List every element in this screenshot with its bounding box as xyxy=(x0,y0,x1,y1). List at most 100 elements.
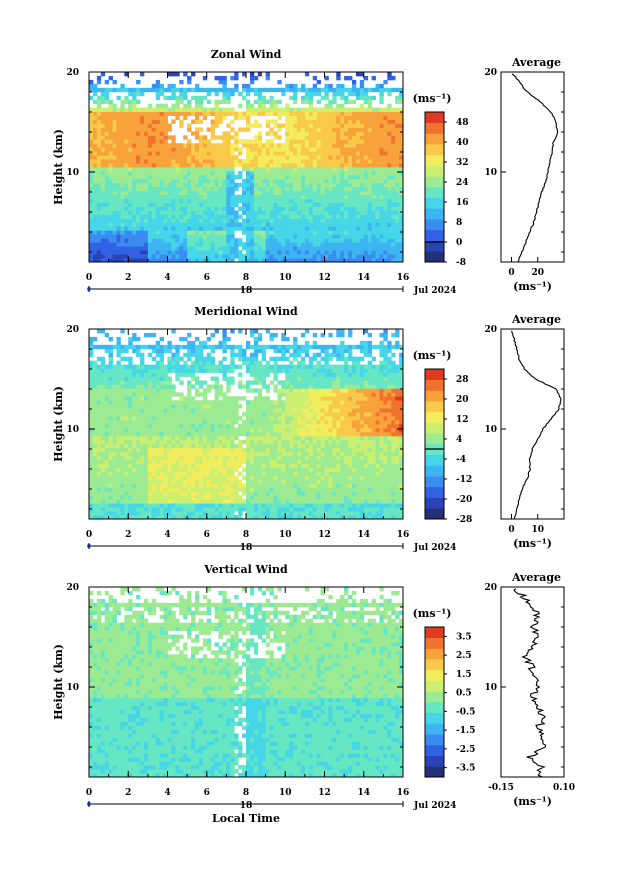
heatmap-cell xyxy=(136,155,141,160)
heatmap-cell xyxy=(132,194,137,200)
heatmap-cell xyxy=(206,99,212,105)
heatmap-cell xyxy=(253,143,259,148)
heatmap-cell xyxy=(171,143,176,148)
heatmap-cell xyxy=(261,258,267,263)
heatmap-cell xyxy=(136,455,141,461)
heatmap-cell xyxy=(183,416,188,421)
heatmap-cell xyxy=(379,230,384,235)
heatmap-cell xyxy=(159,258,164,263)
heatmap-cell xyxy=(375,210,380,215)
heatmap-cell xyxy=(89,238,94,243)
heatmap-cell xyxy=(379,246,384,251)
heatmap-cell xyxy=(183,202,188,207)
heatmap-cell xyxy=(367,194,372,200)
heatmap-cell xyxy=(112,431,117,437)
heatmap-cell xyxy=(167,167,172,172)
heatmap-cell xyxy=(89,475,94,480)
heatmap-cell xyxy=(140,372,145,377)
heatmap-cell xyxy=(108,451,113,457)
heatmap-cell xyxy=(202,344,208,350)
heatmap-cell xyxy=(128,439,133,445)
heatmap-cell xyxy=(265,238,270,243)
heatmap-cells xyxy=(89,72,404,263)
heatmap-cell xyxy=(202,139,208,144)
heatmap-cell xyxy=(155,167,161,172)
heatmap-cell xyxy=(194,479,200,484)
heatmap-cell xyxy=(293,159,298,164)
heatmap-cell xyxy=(340,95,345,101)
heatmap-cell xyxy=(159,159,164,164)
heatmap-cell xyxy=(253,135,259,140)
heatmap-cell xyxy=(92,507,98,512)
heatmap-cell xyxy=(246,238,251,243)
heatmap-cell xyxy=(206,427,212,433)
heatmap-cell xyxy=(222,344,227,350)
heatmap-cell xyxy=(277,159,282,164)
heatmap-cell xyxy=(253,167,259,172)
heatmap-cell xyxy=(167,467,172,472)
heatmap-cell xyxy=(387,103,392,109)
heatmap-cell xyxy=(355,246,361,251)
heatmap-cell xyxy=(242,258,247,263)
heatmap-cell xyxy=(214,87,219,93)
heatmap-cell xyxy=(226,230,231,235)
heatmap-cell xyxy=(293,115,298,120)
heatmap-cell xyxy=(289,115,294,120)
heatmap-cell xyxy=(167,503,172,508)
heatmap-cell xyxy=(147,242,153,247)
heatmap-cell xyxy=(277,254,282,259)
heatmap-cell xyxy=(257,238,263,243)
heatmap-cell xyxy=(363,91,369,97)
heatmap-cell xyxy=(300,155,306,160)
heatmap-cell xyxy=(297,131,302,136)
heatmap-cell xyxy=(355,218,361,223)
heatmap-cell xyxy=(191,408,196,413)
heatmap-cell xyxy=(206,258,212,263)
heatmap-cell xyxy=(234,475,239,480)
heatmap-cell xyxy=(100,459,106,464)
heatmap-cell xyxy=(320,87,325,93)
heatmap-cell xyxy=(359,139,365,144)
heatmap-cell xyxy=(108,479,113,484)
heatmap-cell xyxy=(399,202,404,207)
heatmap-cell xyxy=(230,431,235,437)
heatmap-cell xyxy=(112,151,117,156)
heatmap-cell xyxy=(230,174,235,180)
heatmap-cell xyxy=(277,226,282,231)
heatmap-cell xyxy=(234,467,239,472)
heatmap-cell xyxy=(194,202,200,207)
heatmap-cell xyxy=(367,107,372,112)
heatmap-cell xyxy=(143,487,149,492)
heatmap-cell xyxy=(261,190,267,196)
heatmap-cell xyxy=(218,119,223,124)
heatmap-cell xyxy=(132,487,137,492)
heatmap-cell xyxy=(395,99,400,105)
heatmap-cell xyxy=(120,356,125,362)
heatmap-cell xyxy=(206,479,212,484)
heatmap-cell xyxy=(136,163,141,168)
heatmap-cell xyxy=(112,507,117,512)
heatmap-cell xyxy=(89,420,94,425)
heatmap-cell xyxy=(297,174,302,180)
heatmap-cell xyxy=(351,182,357,188)
heatmap-cell xyxy=(383,234,388,239)
heatmap-cell xyxy=(226,412,231,417)
heatmap-cell xyxy=(202,147,208,152)
heatmap-cell xyxy=(143,135,149,140)
heatmap-cell xyxy=(151,234,157,239)
heatmap-cell xyxy=(304,186,310,192)
heatmap-cell xyxy=(175,198,180,204)
heatmap-cell xyxy=(253,139,259,144)
heatmap-cell xyxy=(155,443,161,449)
heatmap-cell xyxy=(104,186,110,192)
heatmap-cell xyxy=(155,384,161,389)
heatmap-cell xyxy=(171,424,176,429)
heatmap-cell xyxy=(194,170,200,176)
heatmap-cell xyxy=(155,151,161,156)
heatmap-cell xyxy=(116,511,121,516)
heatmap-cell xyxy=(104,376,110,381)
heatmap-cell xyxy=(96,75,102,81)
heatmap-cell xyxy=(332,198,337,204)
heatmap-cell xyxy=(300,206,306,211)
heatmap-cell xyxy=(234,479,239,484)
